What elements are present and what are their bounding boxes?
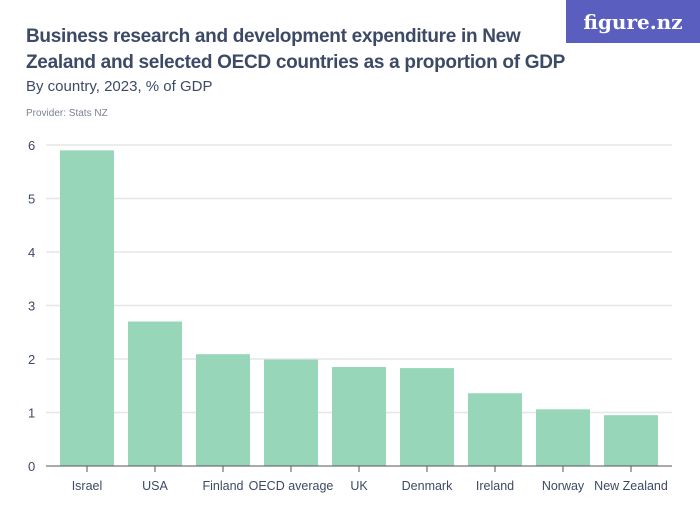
bar-ireland xyxy=(468,393,522,466)
bar-denmark xyxy=(400,368,454,466)
bar-finland xyxy=(196,354,250,466)
bar-norway xyxy=(536,409,590,466)
y-tick-label: 6 xyxy=(28,138,35,153)
y-tick-label: 0 xyxy=(28,459,35,474)
chart-subtitle: By country, 2023, % of GDP xyxy=(26,78,213,95)
bar-uk xyxy=(332,367,386,466)
x-tick-label: Ireland xyxy=(476,479,514,493)
x-tick-label: USA xyxy=(142,479,168,493)
chart-title: Business research and development expend… xyxy=(26,26,565,73)
bar-oecd-average xyxy=(264,359,318,466)
x-tick-label: Finland xyxy=(203,479,244,493)
bar-usa xyxy=(128,321,182,466)
provider-text: Provider: Stats NZ xyxy=(26,108,108,119)
x-tick-label: Denmark xyxy=(402,479,453,493)
x-tick-label: Israel xyxy=(72,479,103,493)
bar-israel xyxy=(60,150,114,466)
y-tick-label: 2 xyxy=(28,352,35,367)
x-tick-label: UK xyxy=(350,479,368,493)
figure-nz-logo[interactable]: figure.nz xyxy=(566,0,700,43)
y-tick-label: 3 xyxy=(28,299,35,314)
y-tick-label: 1 xyxy=(28,406,35,421)
x-tick-label: Norway xyxy=(542,479,585,493)
x-tick-label: New Zealand xyxy=(594,479,668,493)
bar-new-zealand xyxy=(604,415,658,466)
y-tick-label: 5 xyxy=(28,192,35,207)
y-tick-label: 4 xyxy=(28,245,35,260)
x-tick-label: OECD average xyxy=(249,479,334,493)
